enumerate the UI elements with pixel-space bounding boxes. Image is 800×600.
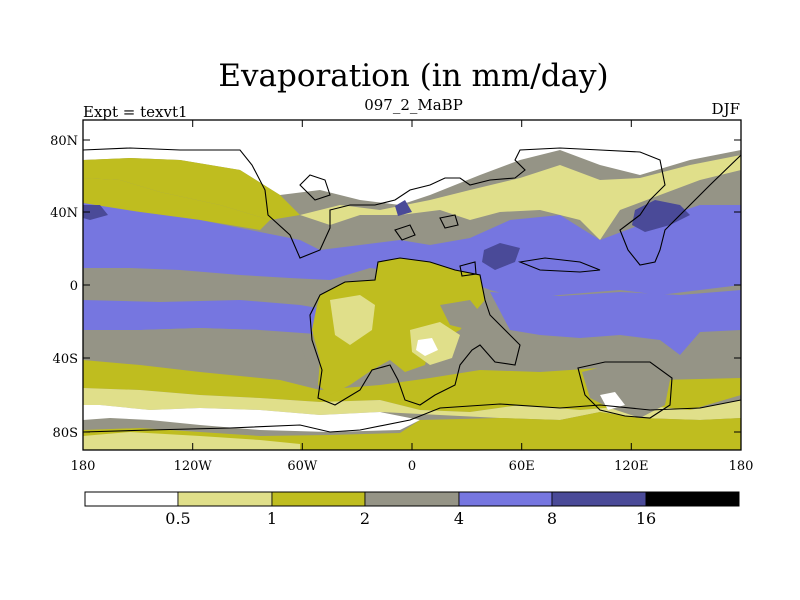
map-title: Evaporation (in mm/day) [218, 58, 609, 94]
lon-axis: 180 120W 60W 0 60E 120E 180 [71, 120, 754, 474]
lat-axis: 80N 40N 0 40S 80S [50, 134, 741, 441]
experiment-label: Expt = texvt1 [83, 103, 188, 121]
colorbar-label-0: 0.5 [165, 509, 190, 528]
lon-label-120e: 120E [614, 459, 648, 474]
coastlines [83, 147, 741, 433]
field-land-white-spot [416, 338, 438, 356]
period-label: 097_2_MaBP [364, 96, 463, 114]
field-darkblue-small [395, 200, 412, 216]
field-south-gray [83, 328, 310, 380]
lon-label-180e: 180 [729, 459, 754, 474]
colorbar-frame [84, 491, 740, 507]
lat-label-0: 0 [70, 279, 78, 294]
lat-label-80s: 80S [53, 426, 78, 441]
field-south-pacific-blue [83, 300, 330, 335]
colorbar-box-0 [84, 491, 179, 507]
lon-label-60e: 60E [509, 459, 535, 474]
colorbar-label-5: 16 [636, 509, 656, 528]
field-darkblue-tethys [482, 243, 520, 270]
field-land-gray [440, 300, 482, 330]
colorbar-box-2 [271, 491, 366, 507]
colorbar: 0.5 1 2 4 8 16 [84, 491, 740, 528]
colorbar-label-4: 8 [547, 509, 557, 528]
field-south-light [83, 388, 741, 420]
coast-laurasia [83, 147, 741, 266]
field-tropical-blue [83, 203, 741, 298]
contour-field [83, 120, 741, 450]
lon-label-120w: 120W [174, 459, 213, 474]
coast-tethys-shelf [517, 257, 601, 273]
lon-label-60w: 60W [287, 459, 318, 474]
field-indian-ocean-blue [490, 290, 741, 355]
coast-island-1 [299, 174, 331, 201]
lon-label-180w: 180 [71, 459, 96, 474]
coast-island-3 [439, 214, 459, 229]
field-south-olive [83, 360, 741, 412]
colorbar-label-1: 1 [267, 509, 277, 528]
colorbar-box-1 [177, 491, 273, 507]
colorbar-label-3: 4 [454, 509, 464, 528]
colorbar-box-3 [364, 491, 460, 507]
coast-australia [577, 361, 673, 419]
field-north-light [300, 155, 741, 240]
field-land-light-1 [330, 295, 375, 345]
lat-label-80n: 80N [50, 134, 78, 149]
field-south-white [83, 405, 420, 432]
field-darkblue-atlantic-w [83, 205, 108, 220]
coast-island-2 [394, 224, 416, 241]
coast-gondwana [309, 257, 521, 406]
field-north-olive-1 [83, 158, 300, 220]
colorbar-box-5 [551, 491, 647, 507]
colorbar-box-6 [645, 491, 740, 507]
field-australia-gray [582, 365, 670, 418]
coast-antarctica [83, 399, 741, 433]
field-gondwana-land [312, 258, 485, 395]
field-north-olive-2 [83, 178, 270, 230]
lat-label-40n: 40N [50, 206, 78, 221]
colorbar-box-4 [458, 491, 553, 507]
field-darkblue-nw-pacific [632, 200, 690, 232]
field-antarctic-light [83, 432, 300, 450]
colorbar-label-2: 2 [360, 509, 370, 528]
season-label: DJF [711, 100, 740, 118]
field-north-white [83, 120, 741, 205]
lon-label-0: 0 [408, 459, 416, 474]
lat-label-40s: 40S [53, 352, 78, 367]
